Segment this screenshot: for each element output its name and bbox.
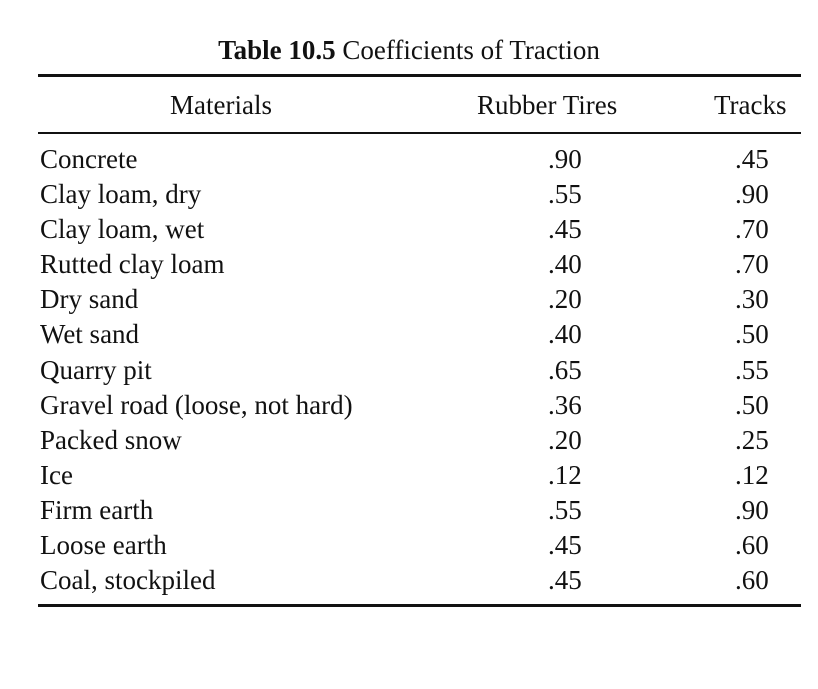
tracks-cell: .12 (735, 459, 769, 490)
material-cell: Quarry pit (40, 354, 152, 385)
table-row: Firm earth .55 .90 (0, 493, 818, 528)
rubber-tires-cell: .20 (548, 424, 582, 455)
table-caption: Table 10.5 Coefficients of Traction (0, 34, 818, 66)
tracks-cell: .30 (735, 284, 769, 315)
rubber-tires-cell: .45 (548, 565, 582, 596)
material-cell: Gravel road (loose, not hard) (40, 389, 353, 420)
table-row: Rutted clay loam .40 .70 (0, 247, 818, 282)
rubber-tires-cell: .40 (548, 249, 582, 280)
tracks-cell: .45 (735, 144, 769, 174)
table-body: Concrete .90.45 Clay loam, dry .55.90 Clay l… (0, 142, 818, 598)
material-cell: Firm earth (40, 494, 154, 525)
header-rule (38, 132, 801, 134)
rubber-tires-cell: .45 (548, 530, 582, 561)
rubber-tires-cell: .20 (548, 284, 582, 315)
table-row: Loose earth .45 .60 (0, 528, 818, 563)
table-row: Ice .12 .12 (0, 458, 818, 493)
table-row: Clay loam, dry .55 .90 (0, 177, 818, 212)
rubber-tires-cell: .55 (548, 494, 582, 525)
rubber-tires-cell: .36 (548, 389, 582, 420)
tracks-cell: .70 (735, 249, 769, 280)
tracks-cell: .70 (735, 214, 769, 245)
material-cell: Dry sand (40, 284, 139, 315)
table-number: Table 10.5 (218, 35, 336, 65)
column-header-rubber-tires: Rubber Tires (477, 90, 618, 120)
rubber-tires-cell: .40 (548, 319, 582, 350)
material-cell: Ice (40, 459, 73, 490)
rubber-tires-cell: .55 (548, 179, 582, 210)
tracks-cell: .25 (735, 424, 769, 455)
tracks-cell: .50 (735, 389, 769, 420)
table-row: Dry sand .20 .30 (0, 282, 818, 317)
tracks-cell: .55 (735, 354, 769, 385)
top-rule (38, 74, 801, 77)
table-row: Quarry pit .65 .55 (0, 353, 818, 388)
material-cell: Clay loam, wet (40, 214, 205, 245)
bottom-rule (38, 604, 801, 607)
rubber-tires-cell: .45 (548, 214, 582, 245)
table-title: Coefficients of Traction (342, 35, 600, 65)
tracks-cell: .50 (735, 319, 769, 350)
material-cell: Concrete (40, 144, 138, 174)
table-row: Gravel road (loose, not hard) .36 .50 (0, 388, 818, 423)
rubber-tires-cell: .90 (548, 144, 582, 174)
table-row: Packed snow .20 .25 (0, 423, 818, 458)
rubber-tires-cell: .65 (548, 354, 582, 385)
table-row: Wet sand .40 .50 (0, 317, 818, 352)
material-cell: Clay loam, dry (40, 179, 202, 210)
table-header: Materials Rubber Tires Tracks (0, 89, 818, 121)
table-row: Clay loam, wet .45 .70 (0, 212, 818, 247)
column-header-materials: Materials (170, 90, 272, 120)
table-row: Concrete .90 .45 (0, 142, 818, 177)
material-cell: Loose earth (40, 530, 167, 561)
table-row: Coal, stockpiled .45 .60 (0, 563, 818, 598)
material-cell: Rutted clay loam (40, 249, 225, 280)
tracks-cell: .60 (735, 530, 769, 561)
column-header-tracks: Tracks (714, 90, 787, 120)
rubber-tires-cell: .12 (548, 459, 582, 490)
material-cell: Coal, stockpiled (40, 565, 216, 596)
tracks-cell: .90 (735, 494, 769, 525)
tracks-cell: .90 (735, 179, 769, 210)
tracks-cell: .60 (735, 565, 769, 596)
material-cell: Packed snow (40, 424, 182, 455)
material-cell: Wet sand (40, 319, 140, 350)
